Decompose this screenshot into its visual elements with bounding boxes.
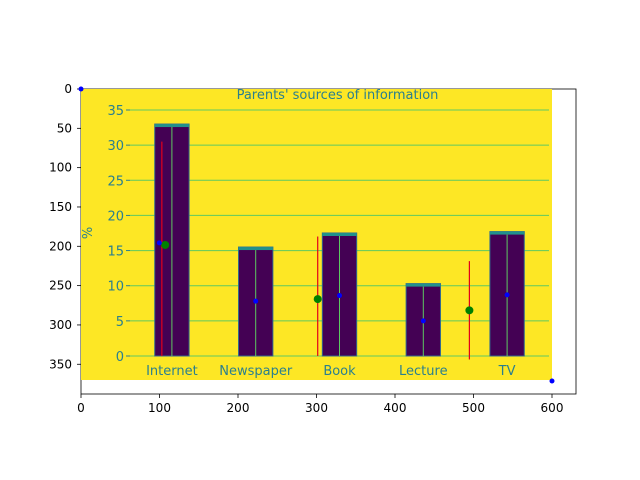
green-marker <box>465 306 474 315</box>
blue-marker <box>420 318 426 324</box>
bar-top-edge <box>406 283 441 287</box>
y-axis-label: % <box>81 227 96 239</box>
outer-x-tick-label: 200 <box>227 401 250 415</box>
x-category-label: Newspaper <box>219 364 293 379</box>
overlay-marks <box>78 86 555 384</box>
y-tick-label: 15 <box>107 245 124 260</box>
y-tick-label: 5 <box>116 315 124 330</box>
outer-y-tick-label: 300 <box>49 318 72 332</box>
chart-title: Parents' sources of information <box>237 88 439 103</box>
outer-y-tick-label: 150 <box>49 200 72 214</box>
x-category-label: Book <box>323 364 356 379</box>
x-category-label: TV <box>498 364 516 379</box>
y-tick-label: 30 <box>107 139 124 154</box>
inner-axis-ticks: 0 5 10 15 20 25 30 35 Internet Newspaper Book Lectu… <box>107 104 515 379</box>
blue-marker <box>549 378 555 384</box>
image-background <box>81 89 552 380</box>
y-tick-label: 20 <box>107 209 124 224</box>
outer-y-tick-label: 100 <box>49 161 72 175</box>
blue-marker <box>156 240 162 246</box>
outer-y-tick-label: 350 <box>49 357 72 371</box>
bar-top-edge <box>322 233 357 236</box>
y-tick-label: 10 <box>107 280 124 295</box>
bar-top-edge <box>238 247 273 251</box>
outer-x-tick-label: 500 <box>462 401 485 415</box>
outer-x-tick-label: 600 <box>541 401 564 415</box>
outer-x-tick-label: 400 <box>384 401 407 415</box>
y-tick-label: 25 <box>107 174 124 189</box>
blue-marker <box>337 293 342 299</box>
green-marker <box>161 240 170 249</box>
bar-top-edge <box>154 124 190 128</box>
outer-y-tick-label: 50 <box>57 121 72 135</box>
blue-marker <box>78 86 84 92</box>
x-category-label: Internet <box>146 364 198 379</box>
blue-marker <box>253 298 259 304</box>
outer-y-tick-label: 200 <box>49 239 72 253</box>
y-tick-label: 35 <box>107 104 124 119</box>
blue-marker <box>504 292 510 298</box>
outer-y-tick-label: 0 <box>64 82 72 96</box>
outer-x-tick-label: 100 <box>148 401 171 415</box>
outer-y-tick-label: 250 <box>49 279 72 293</box>
x-category-label: Lecture <box>399 364 448 379</box>
bar-top-edge <box>489 231 525 235</box>
y-tick-label: 0 <box>116 350 124 365</box>
outer-x-tick-label: 300 <box>305 401 328 415</box>
outer-x-tick-label: 0 <box>77 401 85 415</box>
green-marker <box>313 295 322 304</box>
